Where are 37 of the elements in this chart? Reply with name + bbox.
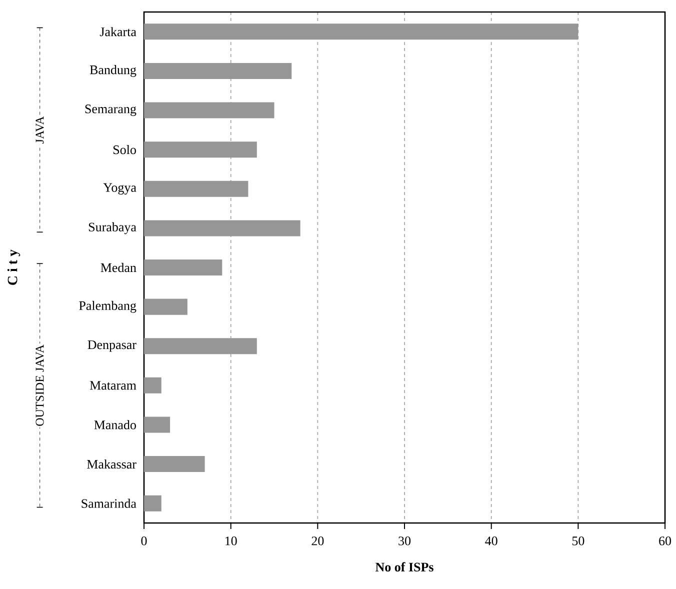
x-tick-label: 0 (141, 536, 147, 546)
text: JAVA (36, 116, 44, 144)
bar (144, 377, 162, 394)
bar (144, 298, 188, 315)
x-tick-label: 40 (485, 536, 498, 546)
y-tick-label: Palembang (79, 300, 136, 313)
x-axis-title: No of ISPs (376, 562, 434, 572)
y-tick-label: Yogya (103, 183, 136, 195)
bar (144, 416, 170, 433)
bar (144, 142, 257, 158)
bar (144, 338, 257, 354)
y-axis-title: C i t y (7, 250, 20, 285)
y-tick-label: Denpasar (88, 340, 136, 352)
bar (144, 260, 222, 276)
y-tick-label: Surabaya (88, 222, 136, 234)
bar (144, 456, 205, 472)
bar (144, 24, 578, 40)
bar (144, 62, 292, 79)
y-tick-label: Semarang (85, 104, 136, 116)
y-tick-label: Samarinda (82, 498, 136, 508)
y-tick-label: Makassar (87, 459, 136, 469)
x-tick-label: 50 (572, 536, 584, 546)
y-tick-label: Manado (94, 420, 136, 430)
y-tick-label: Bandung (90, 65, 136, 77)
bar (144, 220, 300, 236)
bar (144, 495, 162, 512)
x-tick-label: 60 (659, 536, 672, 546)
y-tick-label: Jakarta (100, 27, 136, 36)
y-tick-label: Mataram (90, 381, 136, 390)
x-tick-label: 10 (225, 536, 237, 546)
y-tick-label: Medan (100, 262, 136, 272)
bar (144, 180, 248, 197)
text: OUTSIDE JAVA (36, 344, 44, 426)
x-tick-label: 30 (398, 536, 411, 546)
y-tick-label: Solo (113, 145, 136, 154)
bar (144, 102, 274, 118)
x-tick-label: 20 (312, 536, 324, 546)
